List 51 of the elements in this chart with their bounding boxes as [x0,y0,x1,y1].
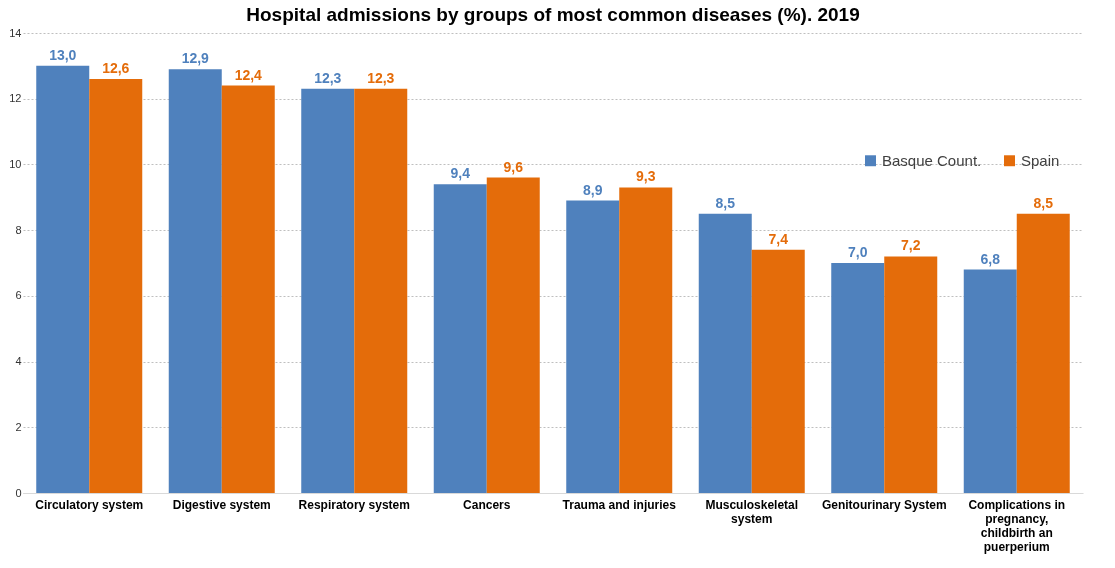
x-tick-label: Cancers [463,497,511,512]
bar [221,85,275,493]
x-tick-label: Trauma and injuries [562,497,677,512]
data-label: 12,3 [367,69,395,86]
bar [963,269,1017,493]
data-label: 9,3 [636,168,656,185]
legend-label: Spain [1021,151,1060,169]
data-label: 8,5 [715,194,736,211]
y-tick-label: 12 [9,92,22,105]
bar [301,88,355,493]
data-label: 12,4 [234,66,263,83]
y-tick-label: 8 [15,223,22,236]
bar [566,200,620,493]
y-tick-label: 6 [15,289,22,302]
data-label: 9,6 [503,158,524,175]
data-label: 7,4 [768,230,789,247]
bar [698,213,752,493]
x-tick-label: Musculoskeletal system [705,497,799,526]
data-label: 7,2 [901,237,921,254]
bar [168,69,222,493]
y-tick-label: 0 [15,486,22,499]
bar [751,249,805,493]
y-tick-label: 14 [9,26,22,39]
x-tick-label: Complications in pregnancy, childbirth an puerperium [968,497,1066,554]
data-label: 12,9 [181,50,210,67]
bar [36,65,90,493]
legend-label: Basque Count. [882,151,982,169]
bar [619,187,673,493]
x-tick-label: Genitourinary System [821,497,947,512]
y-tick-label: 4 [15,355,22,368]
bar [354,88,408,493]
y-tick-label: 10 [9,157,22,170]
data-label: 12,3 [314,69,342,86]
data-label: 8,5 [1033,194,1054,211]
data-label: 13,0 [49,46,77,63]
data-label: 9,4 [450,165,471,182]
data-label: 8,9 [583,181,603,198]
bar [89,79,143,493]
bar [1016,213,1070,493]
bar [884,256,938,493]
data-label: 12,6 [102,60,130,76]
x-tick-label: Respiratory system [298,497,410,512]
data-label: 7,0 [848,244,868,260]
bar [831,263,885,493]
x-tick-label: Circulatory system [35,497,144,512]
bar [486,177,540,493]
chart-title: Hospital admissions by groups of most common diseases (%). 2019 [246,4,860,25]
data-label: 6,8 [980,250,1001,267]
x-tick-label: Digestive system [172,497,271,512]
y-tick-label: 2 [15,420,22,433]
bar [433,184,487,493]
